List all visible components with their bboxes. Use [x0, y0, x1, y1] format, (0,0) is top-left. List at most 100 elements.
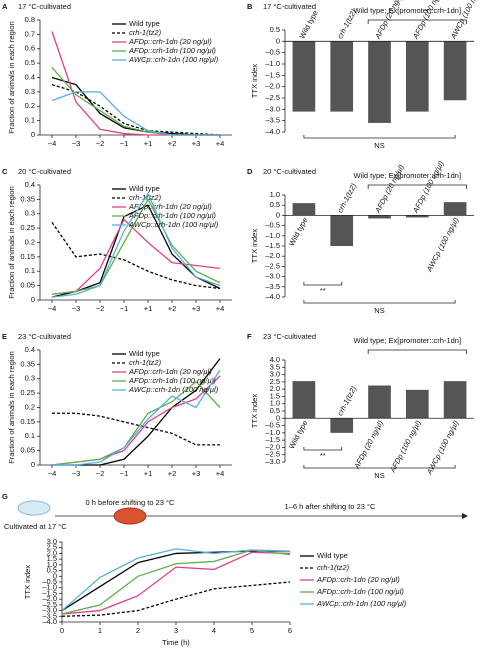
y-tick-label: –3.0 — [265, 272, 280, 281]
x-tick-label: −1 — [120, 139, 129, 148]
y-tick-label: –2.0 — [42, 594, 57, 603]
bar — [443, 202, 467, 216]
y-tick-label: 0.1 — [25, 116, 35, 125]
y-tick-label: 0 — [31, 460, 35, 469]
x-tick-label: −1 — [120, 469, 129, 478]
y-tick-label: –3.5 — [265, 116, 280, 125]
y-tick-label: 0.5 — [270, 200, 280, 209]
y-tick-label: –1.0 — [265, 59, 280, 68]
x-tick-label: +3 — [192, 304, 201, 313]
y-tick-label: –2.5 — [265, 93, 280, 102]
y-tick-label: 0.25 — [20, 223, 35, 232]
sig-bracket — [303, 447, 343, 451]
y-tick-label: 0 — [276, 36, 280, 45]
y-tick-label: 3.0 — [47, 537, 57, 546]
y-axis-label: TTX index — [250, 229, 259, 263]
series-line — [51, 222, 221, 290]
y-tick-label: 0.1 — [25, 266, 35, 275]
y-tick-label: –4.0 — [265, 127, 280, 136]
panel-label: F — [247, 332, 252, 341]
legend-label: AFDp::crh-1dn (20 ng/µl) — [128, 202, 212, 211]
chart-title: 23 °C-cultivated — [263, 332, 316, 341]
y-tick-label: 0 — [276, 210, 280, 219]
bar — [330, 41, 354, 112]
legend-label: Wild type — [129, 349, 160, 358]
bar — [368, 385, 391, 419]
x-tick-label: +2 — [168, 139, 177, 148]
y-tick-label: 2.0 — [47, 548, 57, 557]
ns-label: NS — [374, 141, 384, 150]
y-tick-label: 2.5 — [47, 543, 57, 552]
y-tick-label: 0.3 — [25, 209, 35, 218]
x-tick-label: +1 — [144, 139, 153, 148]
legend-label: crh-1(tz2) — [129, 28, 162, 37]
legend-label: crh-1(tz2) — [129, 358, 162, 367]
bar — [292, 203, 316, 216]
y-axis-label: Fraction of animals in each region — [7, 351, 16, 464]
y-tick-label: –2.0 — [265, 251, 280, 260]
legend-label: AFDp::crh-1dn (20 ng/µl) — [128, 367, 212, 376]
y-tick-label: 4.0 — [270, 355, 280, 364]
y-tick-label: –4.0 — [265, 292, 280, 301]
x-tick-label: −2 — [96, 469, 105, 478]
y-tick-label: 1.5 — [270, 391, 280, 400]
x-tick-label: 5 — [250, 626, 254, 635]
legend-label: AFDp::crh-1dn (100 ng/µl) — [128, 46, 216, 55]
sig-label: ** — [320, 451, 326, 460]
y-tick-label: 0.5 — [25, 58, 35, 67]
y-tick-label: 0.5 — [270, 406, 280, 415]
bar — [405, 389, 429, 419]
ns-bracket — [303, 465, 456, 469]
series-line — [51, 192, 221, 298]
y-tick-label: –3.0 — [42, 606, 57, 615]
chart-title: 17 °C-cultivated — [263, 2, 316, 11]
ns-bracket — [303, 135, 456, 139]
y-tick-label: –3.0 — [265, 457, 280, 466]
x-tick-label: −3 — [72, 304, 81, 313]
legend-label: AFDp::crh-1dn (20 ng/µl) — [128, 37, 212, 46]
category-label: AWCp (100 ng/µl) — [424, 216, 461, 274]
x-tick-label: +1 — [144, 304, 153, 313]
chart-title: 17 °C-cultivated — [18, 2, 71, 11]
dish-icon — [17, 500, 51, 516]
x-tick-label: −4 — [48, 304, 57, 313]
y-tick-label: 0.35 — [20, 194, 35, 203]
group-label: Wild type; Ex[promoter::crh-1dn] — [354, 336, 462, 345]
panel-label: C — [2, 167, 8, 176]
series-line — [52, 412, 220, 446]
y-tick-label: 0.05 — [20, 446, 35, 455]
y-tick-label: –0.5 — [42, 577, 57, 586]
y-axis-label: Fraction of animals in each region — [7, 21, 16, 134]
series-line — [51, 380, 221, 466]
y-tick-label: –3.5 — [42, 611, 57, 620]
group-bracket — [367, 184, 467, 189]
panel-label: A — [2, 2, 8, 11]
y-tick-label: 0.1 — [25, 431, 35, 440]
legend-label: AFDp::crh-1dn (20 ng/µl) — [316, 575, 400, 584]
y-axis-label: TTX index — [250, 394, 259, 428]
y-tick-label: –1.0 — [265, 231, 280, 240]
y-tick-label: 0.2 — [25, 402, 35, 411]
annotation: 1–6 h after shifting to 23 °C — [285, 502, 377, 511]
series-line — [51, 198, 221, 295]
y-tick-label: 0.4 — [25, 345, 35, 354]
y-axis-label: TTX index — [250, 64, 259, 98]
shift-diagram — [17, 500, 468, 525]
ns-label: NS — [374, 471, 384, 480]
y-tick-label: 1.5 — [47, 554, 57, 563]
y-tick-label: 0.4 — [25, 180, 35, 189]
bar — [292, 41, 316, 112]
series-line — [61, 581, 291, 617]
x-tick-label: +4 — [216, 139, 225, 148]
y-tick-label: 3.5 — [270, 362, 280, 371]
group-label: Wild type; Ex[promoter::crh-1dn] — [354, 6, 462, 15]
y-tick-label: 1.0 — [270, 190, 280, 199]
panel-label: D — [247, 167, 253, 176]
sig-label: ** — [320, 286, 326, 295]
group-bracket — [367, 19, 467, 24]
y-tick-label: 0.5 — [47, 566, 57, 575]
category-label: crh-1(tz2) — [335, 181, 358, 214]
legend-label: Wild type — [129, 184, 160, 193]
y-tick-label: 0.8 — [25, 15, 35, 24]
y-tick-label: 0.15 — [20, 252, 35, 261]
